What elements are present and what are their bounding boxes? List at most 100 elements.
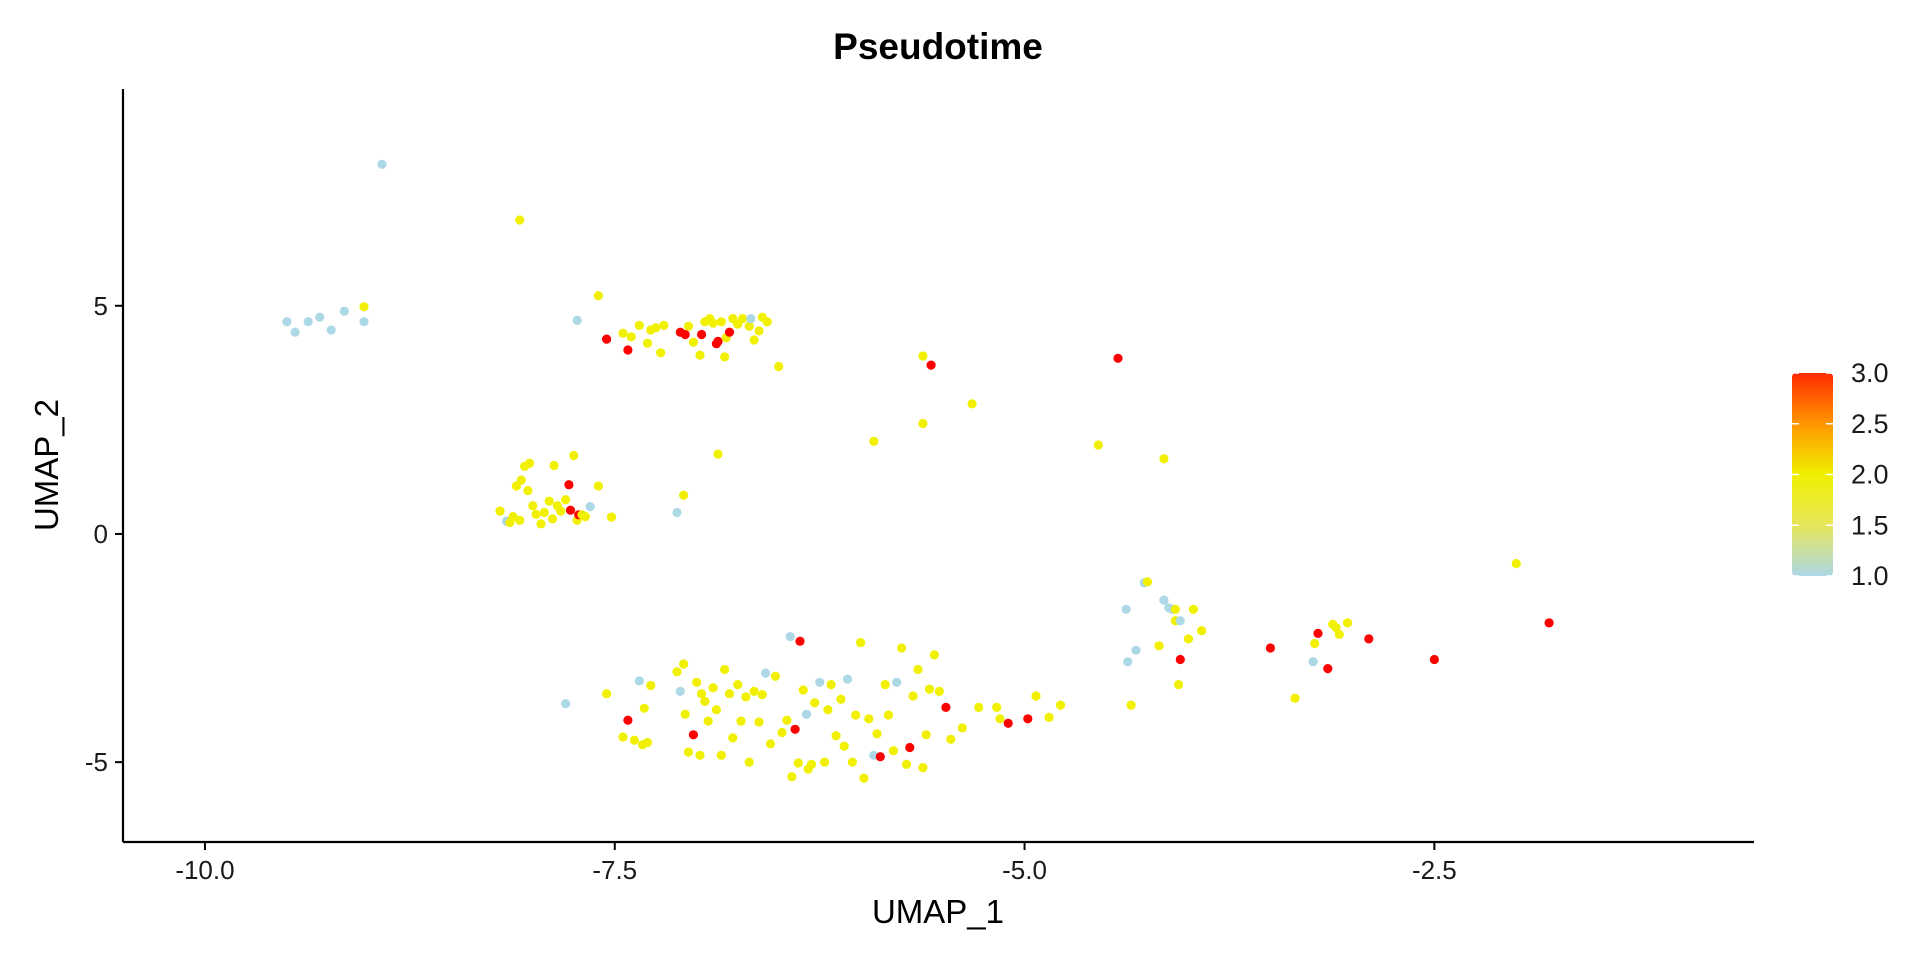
data-point (842, 674, 853, 684)
data-point (679, 659, 689, 669)
data-point (1093, 440, 1103, 450)
data-point (810, 698, 820, 708)
data-point (880, 680, 890, 690)
data-point (926, 360, 936, 370)
data-point (1334, 629, 1344, 640)
data-point (738, 314, 748, 324)
data-point (1511, 559, 1521, 569)
data-point (1159, 595, 1169, 605)
data-point (593, 481, 604, 491)
data-point (905, 742, 915, 753)
data-point (1429, 654, 1439, 665)
data-point (733, 680, 743, 690)
data-point (656, 348, 666, 358)
data-point (672, 507, 682, 518)
x-axis-ticks: -10.0 -7.5 -5.0 -2.5 (175, 842, 1457, 885)
data-point (908, 691, 918, 701)
data-point (992, 702, 1002, 713)
data-point (746, 314, 756, 324)
data-point (924, 684, 935, 694)
data-point (516, 475, 526, 485)
y-tick-label: 0 (94, 519, 108, 549)
data-point (282, 317, 292, 327)
data-point (1364, 634, 1374, 644)
data-point (913, 664, 923, 675)
data-point (728, 733, 738, 743)
data-point (1159, 454, 1169, 464)
data-point (359, 317, 369, 327)
data-point (883, 710, 894, 720)
data-point (642, 737, 653, 748)
data-point (679, 490, 689, 500)
data-point (642, 338, 653, 348)
data-point (820, 757, 830, 767)
data-point (713, 336, 723, 346)
data-point (826, 680, 836, 690)
data-point (1265, 643, 1275, 653)
data-point (897, 643, 907, 653)
data-point (339, 306, 349, 316)
data-point (918, 763, 928, 773)
data-point (1290, 693, 1300, 703)
data-point (1197, 626, 1207, 636)
data-point (618, 732, 628, 742)
data-point (1031, 691, 1041, 701)
data-point (798, 685, 808, 695)
data-point (524, 458, 535, 468)
data-point (1113, 353, 1123, 363)
data-point (708, 683, 718, 693)
y-axis-ticks: -5 0 5 (85, 291, 123, 777)
data-point (1183, 634, 1194, 644)
data-point (1313, 628, 1323, 639)
data-point (946, 734, 956, 744)
data-point (836, 694, 846, 704)
colorbar-label: 1.5 (1851, 510, 1889, 540)
data-point (724, 689, 735, 699)
data-point (869, 436, 879, 446)
data-point (623, 715, 633, 725)
data-point (377, 159, 387, 169)
data-point (1044, 712, 1054, 723)
data-point (847, 757, 858, 767)
data-point (741, 692, 751, 702)
data-point (762, 317, 772, 327)
data-point (823, 705, 833, 715)
data-point (544, 496, 554, 506)
data-point (580, 511, 590, 522)
data-point (967, 399, 977, 409)
data-point (754, 717, 764, 727)
data-point (572, 315, 582, 325)
points-layer (282, 159, 1554, 783)
data-point (744, 757, 754, 767)
data-point (774, 361, 784, 372)
data-point (1323, 664, 1333, 674)
data-point (315, 312, 325, 322)
data-point (639, 703, 649, 713)
colorbar-legend: 1.0 1.5 2.0 2.5 3.0 (1792, 358, 1889, 591)
data-point (757, 690, 767, 700)
data-point (593, 291, 604, 301)
data-point (749, 686, 759, 697)
data-point (547, 514, 558, 524)
data-point (569, 450, 579, 461)
data-point (754, 326, 764, 336)
data-point (1023, 714, 1033, 724)
data-point (675, 686, 685, 697)
data-point (716, 750, 726, 760)
colorbar (1792, 373, 1833, 576)
colorbar-label: 1.0 (1851, 561, 1889, 591)
data-point (888, 746, 899, 756)
data-point (892, 677, 902, 687)
data-point (720, 352, 730, 362)
data-point (1175, 654, 1185, 665)
data-point (531, 509, 541, 519)
data-point (765, 739, 776, 749)
data-point (806, 759, 817, 770)
data-point (974, 702, 984, 713)
data-point (708, 318, 718, 328)
data-point (711, 705, 722, 715)
data-point (795, 636, 805, 646)
data-point (651, 323, 661, 333)
data-point (646, 680, 656, 691)
colorbar-label: 3.0 (1851, 358, 1889, 388)
